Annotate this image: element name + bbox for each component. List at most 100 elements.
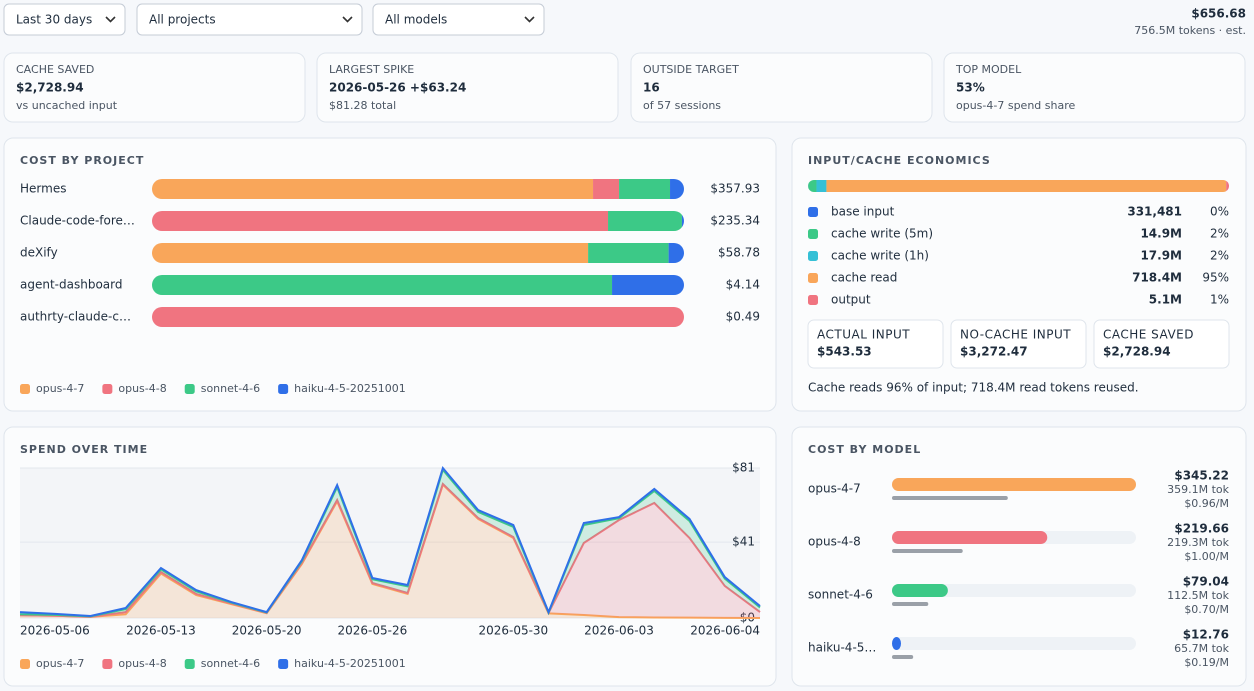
legend-swatch [278,384,289,394]
model-tokens: 359.1M tok [1167,483,1230,496]
x-tick-label: 2026-05-30 [478,624,548,638]
row-share: 0% [1210,205,1229,219]
area-line [19,465,761,617]
mini-card [807,319,944,369]
legend-label: opus-4-7 [36,382,84,395]
project-segment [152,307,684,327]
model-cost: $79.04 [1183,575,1229,589]
mini-value: $543.53 [817,345,872,359]
project-segment [670,179,684,199]
model-cost: $345.22 [1174,469,1229,483]
kpi-value: 2026-05-26 +$63.24 [329,81,466,95]
legend-label: opus-4-8 [118,382,166,395]
project-segment [152,179,594,199]
project-total: $235.34 [710,214,760,228]
project-card [3,137,777,412]
row-tokens: 718.4M [1132,271,1182,285]
economics-segment [816,180,827,192]
kpi-card [943,52,1246,123]
kpi-sub: $81.28 total [329,99,396,112]
kpi-card [630,52,933,123]
area-fill [20,469,760,617]
project-segment [588,243,669,263]
model-name: opus-4-7 [808,482,861,496]
select-text: All projects [149,13,216,27]
x-tick-label: 2026-05-26 [338,624,408,638]
select-box[interactable] [136,3,363,36]
legend-swatch [102,384,113,394]
y-tick-label: $81 [732,461,755,475]
kpi-label: LARGEST SPIKE [329,63,414,76]
kpi-card [3,52,306,123]
card-title: COST BY PROJECT [20,154,144,167]
kpi-label: CACHE SAVED [16,63,94,76]
y-tick-label: $41 [732,535,755,549]
project-total: $357.93 [710,182,760,196]
model-token-bar [892,602,929,606]
select-box[interactable] [3,3,126,36]
project-segment [152,243,589,263]
row-share: 1% [1210,293,1229,307]
row-swatch [808,295,818,305]
model-rate: $0.70/M [1184,603,1229,616]
economics-segment [1226,180,1229,192]
project-name: Claude-code-fore… [20,214,135,228]
select-text: Last 30 days [16,13,92,27]
card-title: COST BY MODEL [808,443,921,456]
x-tick-label: 2026-06-04 [690,624,760,638]
legend-label: sonnet-4-6 [201,382,260,395]
kpi-label: TOP MODEL [955,63,1022,76]
card-title: SPEND OVER TIME [20,443,148,456]
mini-card [1093,319,1230,369]
model-cost-bar [892,531,1048,544]
project-name: deXify [20,246,58,260]
model-cost-bar [892,478,1136,491]
legend-label: haiku-4-5-20251001 [294,657,406,670]
row-tokens: 14.9M [1140,227,1182,241]
project-segment [612,275,684,295]
legend-swatch [278,659,289,669]
legend-label: opus-4-8 [118,657,166,670]
project-segment [668,243,684,263]
economics-segment [826,180,1227,192]
project-segment [608,211,682,231]
model-tokens: 219.3M tok [1167,536,1230,549]
mini-label: ACTUAL INPUT [817,328,910,342]
project-total: $4.14 [726,278,760,292]
model-card [791,426,1247,687]
bar-track [892,637,1136,650]
row-swatch [808,251,818,261]
model-tokens: 65.7M tok [1174,642,1230,655]
model-cost-bar [892,637,902,650]
x-tick-label: 2026-06-03 [584,624,654,638]
legend-swatch [102,659,113,669]
model-rate: $1.00/M [1184,550,1229,563]
row-share: 95% [1202,271,1229,285]
total-cost: $656.68 [1191,7,1246,21]
select-box[interactable] [372,3,545,36]
legend-swatch [184,384,195,394]
economics-segment [808,180,817,192]
mini-value: $2,728.94 [1103,345,1171,359]
project-name: Hermes [20,182,66,196]
model-name: opus-4-8 [808,535,861,549]
select-chevron [524,16,535,23]
row-swatch [808,207,818,217]
x-tick-label: 2026-05-13 [126,624,196,638]
select-chevron [105,16,116,23]
project-segment [152,275,613,295]
row-name: cache write (1h) [831,249,929,263]
area-fill [20,483,760,618]
legend-label: haiku-4-5-20251001 [294,382,406,395]
mini-label: CACHE SAVED [1103,328,1194,342]
row-name: base input [831,205,895,219]
row-swatch [808,273,818,283]
bar-track [892,584,1136,597]
row-swatch [808,229,818,239]
model-rate: $0.96/M [1184,497,1229,510]
row-tokens: 17.9M [1140,249,1182,263]
project-segment [681,211,684,231]
kpi-label: OUTSIDE TARGET [643,63,739,76]
area-line [19,482,761,618]
kpi-value: 16 [643,81,660,95]
